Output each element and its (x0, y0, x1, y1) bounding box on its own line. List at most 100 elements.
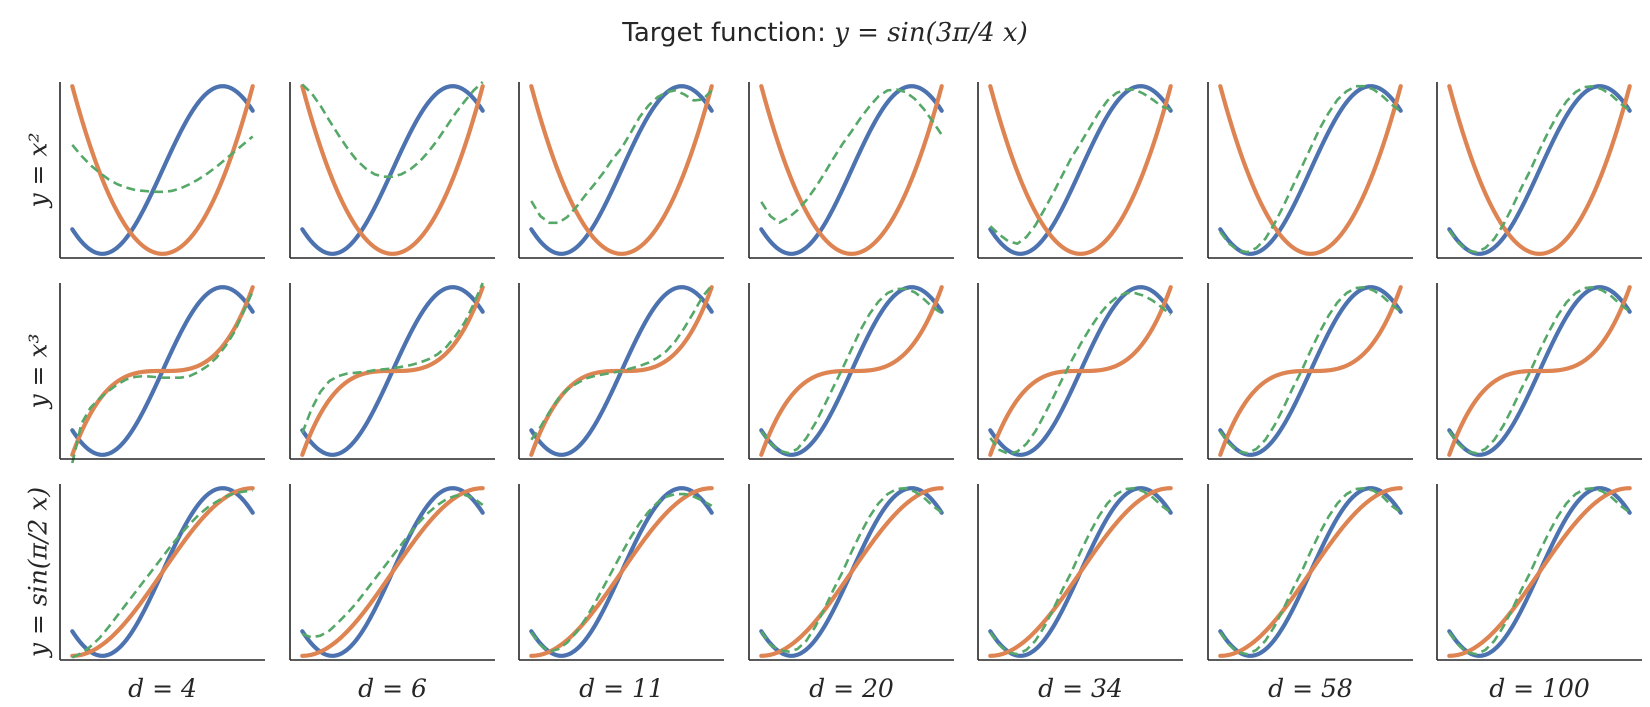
panel-lines (529, 84, 714, 256)
feature-line (759, 84, 944, 256)
fit-line (530, 284, 713, 441)
fit-line (71, 290, 254, 463)
feature-line (70, 84, 255, 256)
panel-lines (529, 486, 714, 658)
fit-line (1448, 84, 1631, 254)
column-label: d = 100 (1489, 674, 1590, 703)
panel-r0-c3 (748, 82, 954, 259)
panel-r2-c5: d = 58 (1207, 484, 1413, 703)
row-label: y = sin(π/2 x) (24, 487, 53, 658)
fit-line (760, 287, 943, 455)
panel-r2-c4: d = 34 (977, 484, 1183, 703)
panel-r2-c6: d = 100 (1436, 484, 1642, 703)
panel-r1-c0: y = x³ (24, 283, 265, 463)
target-line (1218, 84, 1403, 256)
feature-line (988, 486, 1173, 658)
feature-line (988, 285, 1173, 457)
panel-lines (70, 84, 255, 256)
target-line (529, 84, 714, 256)
fit-line (530, 492, 713, 653)
column-label: d = 11 (579, 674, 664, 703)
fit-line (1448, 285, 1631, 455)
feature-line (300, 285, 485, 457)
panel-r0-c4 (977, 82, 1183, 259)
panel-r0-c2 (518, 82, 724, 259)
column-label: d = 34 (1038, 674, 1123, 703)
panel-lines (300, 282, 485, 457)
panel-lines (1218, 486, 1403, 658)
fit-line (301, 282, 484, 434)
column-label: d = 20 (809, 674, 894, 703)
panel-lines (988, 486, 1173, 658)
target-line (988, 84, 1173, 256)
feature-line (300, 486, 485, 658)
panel-lines (1218, 84, 1403, 256)
panel-r2-c1: d = 6 (289, 484, 495, 703)
panel-r2-c0: d = 4 y = sin(π/2 x) (24, 484, 265, 703)
fit-line (301, 81, 484, 178)
figure-title-prefix: Target function: (621, 18, 834, 48)
fit-line (989, 291, 1172, 456)
panel-lines (529, 284, 714, 457)
target-line (759, 84, 944, 256)
feature-line (759, 486, 944, 658)
panel-r0-c1 (289, 81, 495, 259)
column-label: d = 6 (358, 674, 427, 703)
panel-r1-c1 (289, 282, 495, 460)
row-label: y = x² (24, 132, 53, 208)
fit-line (760, 486, 943, 653)
panel-r1-c2 (518, 283, 724, 460)
feature-line (1447, 285, 1632, 457)
fit-line (989, 486, 1172, 656)
panel-grid: y = x² y = x³ d = 4 y = sin(π/2 x) d = 6 d = … (24, 81, 1642, 703)
panel-lines (300, 81, 485, 256)
fit-line (301, 493, 484, 639)
fit-line (71, 135, 254, 194)
feature-line (759, 285, 944, 457)
feature-line (70, 486, 255, 658)
feature-line (1447, 84, 1632, 256)
feature-line (988, 84, 1173, 256)
column-label: d = 58 (1268, 674, 1353, 703)
panel-r1-c6 (1436, 283, 1642, 460)
panel-lines (759, 84, 944, 256)
panel-lines (1218, 285, 1403, 457)
figure-title: Target function: y = sin(3π/4 x) (621, 18, 1028, 48)
fit-line (530, 89, 713, 225)
panel-lines (988, 84, 1173, 256)
feature-line (1218, 486, 1403, 658)
panel-r1-c5 (1207, 283, 1413, 460)
panel-lines (70, 486, 255, 659)
fit-line (1219, 84, 1402, 254)
feature-line (529, 486, 714, 658)
fit-line (1448, 486, 1631, 656)
panel-r2-c2: d = 11 (518, 484, 724, 703)
panel-lines (759, 285, 944, 457)
panel-r1-c3 (748, 283, 954, 460)
feature-line (1447, 486, 1632, 658)
figure-title-math: y = sin(3π/4 x) (833, 18, 1028, 48)
fit-line (1219, 285, 1402, 455)
feature-line (1218, 84, 1403, 256)
panel-lines (300, 486, 485, 658)
column-label: d = 4 (128, 674, 197, 703)
panel-lines (988, 285, 1173, 457)
target-line (1447, 84, 1632, 256)
fit-line (989, 88, 1172, 246)
fit-line (1219, 486, 1402, 656)
target-line (300, 84, 485, 256)
feature-line (1218, 285, 1403, 457)
panel-r2-c3: d = 20 (748, 484, 954, 703)
panel-lines (1447, 84, 1632, 256)
feature-line (70, 285, 255, 457)
panel-r0-c0: y = x² (24, 82, 265, 259)
panel-lines (759, 486, 944, 658)
feature-line (529, 84, 714, 256)
panel-r1-c4 (977, 283, 1183, 460)
fit-line (760, 88, 943, 225)
feature-line (300, 84, 485, 256)
row-label: y = x³ (24, 333, 53, 409)
target-line (70, 84, 255, 256)
panel-r0-c6 (1436, 82, 1642, 259)
